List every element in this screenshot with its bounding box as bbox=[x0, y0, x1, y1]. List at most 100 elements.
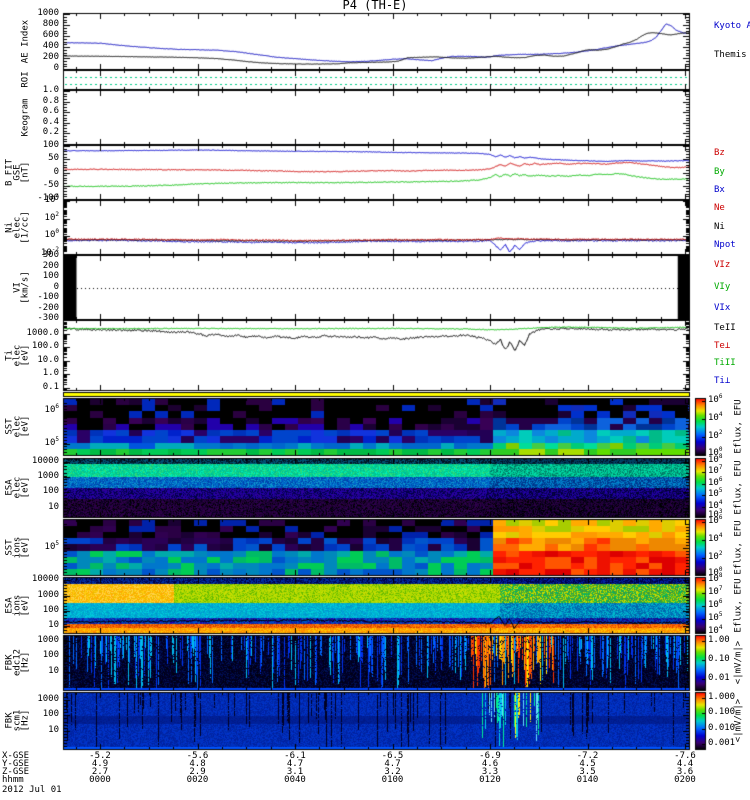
y-tick-label: 1.0 bbox=[42, 85, 59, 95]
colorbar-tick-label: 107 bbox=[708, 464, 723, 477]
y-tick-label: 800 bbox=[42, 19, 59, 29]
y-tick-label: 1000 bbox=[37, 8, 59, 18]
colorbar-tick-label: 0.010 bbox=[708, 722, 736, 733]
colorbar-tick-label: 105 bbox=[708, 611, 723, 624]
y-gse-value: 4.6 bbox=[481, 759, 499, 769]
y-tick-label: 400 bbox=[42, 41, 59, 51]
series-label: Npot bbox=[714, 239, 736, 250]
y-tick-label: 10 bbox=[48, 501, 59, 512]
y-tick-label: -200 bbox=[37, 302, 59, 313]
z-gse-value: 3.5 bbox=[579, 767, 596, 777]
z-gse-value: 3.1 bbox=[286, 767, 304, 777]
colorbar-unit-label: <|mV/m|> bbox=[733, 698, 744, 743]
y-tick-label: 0 bbox=[53, 281, 59, 292]
y-tick-label: 600 bbox=[42, 30, 59, 40]
y-tick-label: 10 bbox=[48, 619, 59, 630]
time-tick-label: 0140 bbox=[576, 775, 599, 785]
y-tick-label: 105 bbox=[44, 435, 59, 448]
series-label: TiII bbox=[714, 358, 736, 369]
y-tick-label: 1000 bbox=[37, 693, 59, 704]
colorbar-tick-label: 0.10 bbox=[708, 653, 730, 664]
series-label: By bbox=[714, 166, 725, 177]
panel-label: [Hz] bbox=[20, 709, 31, 732]
z-gse-value: 2.7 bbox=[91, 767, 109, 777]
y-tick-label: 1000 bbox=[37, 589, 59, 600]
time-tick-label: 0100 bbox=[381, 775, 404, 785]
colorbar-tick-label: 1.00 bbox=[708, 634, 730, 645]
y-tick-label: 0.2 bbox=[42, 127, 59, 138]
time-tick-label: 0040 bbox=[284, 775, 306, 785]
y-tick-label: 10-2 bbox=[40, 246, 59, 258]
series-label: TeII bbox=[714, 322, 736, 333]
colorbar-tick-label: 0.01 bbox=[708, 672, 730, 683]
time-tick-label: 0020 bbox=[186, 775, 209, 785]
y-tick-label: 10000 bbox=[31, 574, 59, 585]
y-tick-label: 300 bbox=[42, 250, 59, 260]
series-label: Ne bbox=[714, 203, 725, 214]
y-tick-label: 100 bbox=[42, 140, 59, 150]
colorbar-tick-label: 108 bbox=[708, 571, 723, 584]
y-tick-label: 106 bbox=[44, 403, 59, 416]
time-tick-label: 0120 bbox=[479, 775, 501, 785]
colorbar-tick-label: 104 bbox=[708, 410, 723, 423]
z-gse-value: 2.9 bbox=[189, 767, 206, 777]
series-label: VIx bbox=[714, 303, 731, 314]
series-label: VIz bbox=[714, 259, 731, 270]
y-gse-value: 4.8 bbox=[189, 759, 206, 769]
y-tick-label: 100 bbox=[44, 228, 59, 241]
series-label: Ti⊥ bbox=[714, 376, 731, 387]
y-tick-label: 0.6 bbox=[42, 106, 59, 117]
y-gse-value: 4.4 bbox=[676, 759, 694, 769]
series-label: Ni bbox=[714, 221, 725, 232]
x-gse-value: -6.1 bbox=[284, 751, 306, 761]
series-label: Themis AE bbox=[714, 49, 750, 60]
axis-row-label: X-GSE bbox=[2, 751, 30, 761]
series-label: Bx bbox=[714, 184, 725, 195]
x-gse-value: -5.6 bbox=[186, 751, 209, 761]
time-tick-label: 0000 bbox=[89, 775, 111, 785]
colorbar-tick-label: 0.001 bbox=[708, 737, 736, 748]
panel-label: [eV] bbox=[20, 344, 31, 366]
z-gse-value: 3.3 bbox=[481, 767, 499, 777]
z-gse-value: 3.2 bbox=[384, 767, 401, 777]
y-tick-label: 1000 bbox=[37, 634, 59, 645]
y-tick-label: 100 bbox=[42, 649, 59, 660]
colorbar-tick-label: 102 bbox=[708, 549, 723, 562]
y-tick-label: 10 bbox=[48, 725, 59, 736]
y-tick-label: 0.4 bbox=[42, 116, 59, 127]
date-label: 2012 Jul 01 bbox=[2, 785, 62, 795]
series-label: VIy bbox=[714, 281, 731, 292]
x-gse-value: -5.2 bbox=[89, 751, 111, 761]
y-tick-label: 100.0 bbox=[31, 341, 59, 352]
colorbar-tick-label: 104 bbox=[708, 498, 723, 511]
axis-row-label: Z-GSE bbox=[2, 767, 30, 777]
plot-title: P4 (TH-E) bbox=[342, 0, 408, 12]
y-tick-label: 0.8 bbox=[42, 95, 59, 106]
y-tick-label: 10000 bbox=[31, 455, 59, 466]
y-tick-label: 102 bbox=[44, 210, 59, 223]
y-gse-value: 4.7 bbox=[286, 759, 304, 769]
colorbar-tick-label: 106 bbox=[708, 598, 723, 611]
y-tick-label: 200 bbox=[42, 52, 59, 62]
colorbar-tick-label: 106 bbox=[708, 392, 723, 405]
y-tick-label: 0 bbox=[53, 63, 59, 73]
y-tick-label: 0.1 bbox=[42, 381, 59, 392]
y-tick-label: 104 bbox=[44, 193, 59, 205]
colorbar-tick-label: 100 bbox=[708, 445, 723, 458]
y-gse-value: 4.9 bbox=[91, 759, 109, 769]
y-gse-value: 4.7 bbox=[384, 759, 401, 769]
y-tick-label: 200 bbox=[42, 260, 59, 271]
colorbar-tick-label: 103 bbox=[708, 508, 723, 521]
y-tick-label: 50 bbox=[48, 153, 59, 164]
z-gse-value: 3.6 bbox=[676, 767, 694, 777]
colorbar-tick-label: 106 bbox=[708, 475, 723, 488]
x-gse-value: -6.5 bbox=[381, 751, 404, 761]
colorbar-tick-label: 108 bbox=[708, 453, 723, 465]
colorbar-tick-label: 0.100 bbox=[708, 706, 736, 717]
axis-row-label: hhmm bbox=[2, 775, 24, 785]
panel-label: [km/s] bbox=[20, 270, 31, 304]
y-tick-label: -300 bbox=[37, 313, 59, 323]
y-tick-label: 1000 bbox=[37, 470, 59, 481]
